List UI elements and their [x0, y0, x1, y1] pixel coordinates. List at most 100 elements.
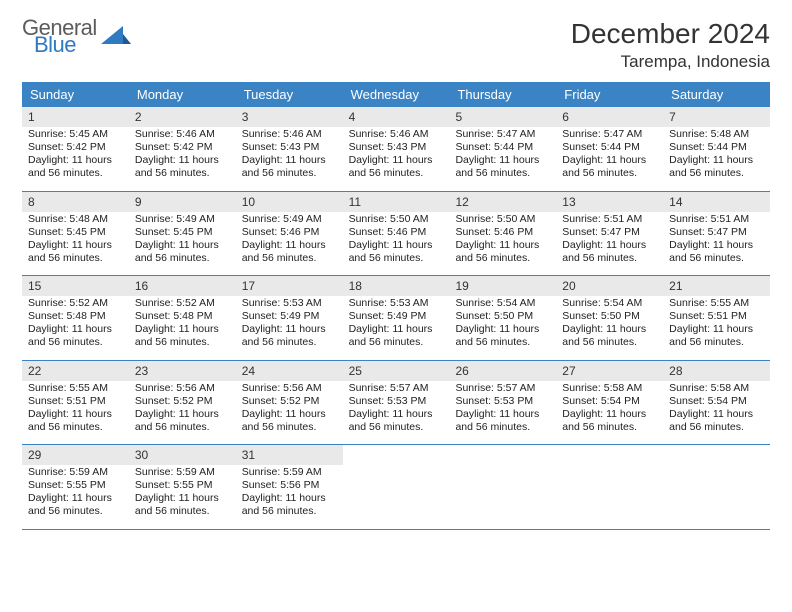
day-line-d2: and 56 minutes. — [669, 336, 764, 349]
day-cell: 3Sunrise: 5:46 AMSunset: 5:43 PMDaylight… — [236, 107, 343, 191]
day-line-ss: Sunset: 5:42 PM — [135, 141, 230, 154]
day-body: Sunrise: 5:48 AMSunset: 5:45 PMDaylight:… — [22, 212, 129, 276]
day-line-d1: Daylight: 11 hours — [28, 239, 123, 252]
day-body: Sunrise: 5:56 AMSunset: 5:52 PMDaylight:… — [129, 381, 236, 445]
day-line-ss: Sunset: 5:49 PM — [349, 310, 444, 323]
day-line-d1: Daylight: 11 hours — [242, 323, 337, 336]
day-line-ss: Sunset: 5:55 PM — [28, 479, 123, 492]
calendar-header-cell: Saturday — [663, 82, 770, 107]
day-line-sr: Sunrise: 5:46 AM — [242, 128, 337, 141]
day-line-sr: Sunrise: 5:56 AM — [135, 382, 230, 395]
day-line-ss: Sunset: 5:50 PM — [562, 310, 657, 323]
day-line-ss: Sunset: 5:44 PM — [562, 141, 657, 154]
day-cell: 12Sunrise: 5:50 AMSunset: 5:46 PMDayligh… — [449, 192, 556, 276]
day-line-ss: Sunset: 5:44 PM — [669, 141, 764, 154]
day-line-ss: Sunset: 5:51 PM — [28, 395, 123, 408]
day-line-ss: Sunset: 5:51 PM — [669, 310, 764, 323]
calendar-week-row: 1Sunrise: 5:45 AM Sunset: 5:42 PM Daylight… — [22, 107, 770, 192]
day-line-ss: Sunset: 5:53 PM — [349, 395, 444, 408]
day-line-sr: Sunrise: 5:51 AM — [669, 213, 764, 226]
day-line-sr: Sunrise: 5:59 AM — [135, 466, 230, 479]
day-line-d1: Daylight: 11 hours — [455, 154, 550, 167]
logo-text: General Blue — [22, 18, 97, 55]
day-line-sr: Sunrise: 5:53 AM — [349, 297, 444, 310]
day-number: 6 — [556, 107, 663, 127]
day-line-ss: Sunset: 5:45 PM — [135, 226, 230, 239]
day-line-d1: Daylight: 11 hours — [349, 154, 444, 167]
day-line-d1: Daylight: 11 hours — [349, 323, 444, 336]
day-number: 30 — [129, 445, 236, 465]
day-number: 12 — [449, 192, 556, 212]
day-cell: 6Sunrise: 5:47 AMSunset: 5:44 PMDaylight… — [556, 107, 663, 191]
calendar-header-cell: Friday — [556, 82, 663, 107]
day-line-d1: Daylight: 11 hours — [28, 323, 123, 336]
day-body: Sunrise: 5:47 AMSunset: 5:44 PMDaylight:… — [556, 127, 663, 191]
day-line-sr: Sunrise: 5:45 AM — [28, 128, 123, 141]
day-line-ss: Sunset: 5:47 PM — [562, 226, 657, 239]
day-line-sr: Sunrise: 5:55 AM — [669, 297, 764, 310]
day-body: Sunrise: 5:46 AMSunset: 5:43 PMDaylight:… — [236, 127, 343, 191]
day-line-d1: Daylight: 11 hours — [562, 408, 657, 421]
day-cell: 8Sunrise: 5:48 AMSunset: 5:45 PMDaylight… — [22, 192, 129, 276]
empty-day-cell — [449, 445, 556, 529]
day-body: Sunrise: 5:53 AMSunset: 5:49 PMDaylight:… — [343, 296, 450, 360]
day-body: Sunrise: 5:49 AMSunset: 5:45 PMDaylight:… — [129, 212, 236, 276]
day-line-d1: Daylight: 11 hours — [669, 154, 764, 167]
day-body: Sunrise: 5:47 AMSunset: 5:44 PMDaylight:… — [449, 127, 556, 191]
day-line-sr: Sunrise: 5:47 AM — [455, 128, 550, 141]
day-line-d1: Daylight: 11 hours — [135, 408, 230, 421]
day-number: 4 — [343, 107, 450, 127]
day-line-sr: Sunrise: 5:51 AM — [562, 213, 657, 226]
day-line-d2: and 56 minutes. — [349, 167, 444, 180]
day-line-d2: and 56 minutes. — [28, 252, 123, 265]
day-body: Sunrise: 5:55 AMSunset: 5:51 PMDaylight:… — [22, 381, 129, 445]
day-number: 31 — [236, 445, 343, 465]
calendar-week-row: 8Sunrise: 5:48 AMSunset: 5:45 PMDaylight… — [22, 192, 770, 277]
day-line-sr: Sunrise: 5:48 AM — [669, 128, 764, 141]
day-line-d2: and 56 minutes. — [349, 421, 444, 434]
day-cell: 29Sunrise: 5:59 AMSunset: 5:55 PMDayligh… — [22, 445, 129, 529]
day-number: 1 — [22, 107, 129, 127]
day-line-d1: Daylight: 11 hours — [455, 239, 550, 252]
day-line-d1: Daylight: 11 hours — [135, 239, 230, 252]
day-line-d1: Daylight: 11 hours — [455, 323, 550, 336]
day-body: Sunrise: 5:51 AMSunset: 5:47 PMDaylight:… — [663, 212, 770, 276]
day-cell: 13Sunrise: 5:51 AMSunset: 5:47 PMDayligh… — [556, 192, 663, 276]
day-cell: 5Sunrise: 5:47 AMSunset: 5:44 PMDaylight… — [449, 107, 556, 191]
calendar-header-cell: Thursday — [449, 82, 556, 107]
day-line-sr: Sunrise: 5:54 AM — [455, 297, 550, 310]
day-number: 29 — [22, 445, 129, 465]
day-cell: 15Sunrise: 5:52 AMSunset: 5:48 PMDayligh… — [22, 276, 129, 360]
day-line-d2: and 56 minutes. — [135, 336, 230, 349]
month-title: December 2024 — [571, 18, 770, 50]
day-line-sr: Sunrise: 5:54 AM — [562, 297, 657, 310]
day-line-ss: Sunset: 5:45 PM — [28, 226, 123, 239]
day-cell: 1Sunrise: 5:45 AMSunset: 5:42 PMDaylight… — [22, 107, 129, 191]
day-line-d2: and 56 minutes. — [455, 167, 550, 180]
day-line-ss: Sunset: 5:46 PM — [242, 226, 337, 239]
day-line-d2: and 56 minutes. — [455, 421, 550, 434]
day-number: 8 — [22, 192, 129, 212]
day-line-sr: Sunrise: 5:46 AM — [135, 128, 230, 141]
day-line-sr: Sunrise: 5:57 AM — [349, 382, 444, 395]
day-body: Sunrise: 5:57 AMSunset: 5:53 PMDaylight:… — [449, 381, 556, 445]
day-body: Sunrise: 5:57 AMSunset: 5:53 PMDaylight:… — [343, 381, 450, 445]
title-block: December 2024 Tarempa, Indonesia — [571, 18, 770, 72]
day-line-d1: Daylight: 11 hours — [242, 154, 337, 167]
day-number: 26 — [449, 361, 556, 381]
day-number: 7 — [663, 107, 770, 127]
day-line-sr: Sunrise: 5:57 AM — [455, 382, 550, 395]
day-line-ss: Sunset: 5:54 PM — [669, 395, 764, 408]
day-line-ss: Sunset: 5:46 PM — [455, 226, 550, 239]
calendar-header-cell: Tuesday — [236, 82, 343, 107]
day-body: Sunrise: 5:49 AMSunset: 5:46 PMDaylight:… — [236, 212, 343, 276]
top-bar: General Blue December 2024 Tarempa, Indo… — [22, 18, 770, 72]
day-cell: 10Sunrise: 5:49 AMSunset: 5:46 PMDayligh… — [236, 192, 343, 276]
day-line-d1: Daylight: 11 hours — [28, 408, 123, 421]
day-line-d2: and 56 minutes. — [455, 336, 550, 349]
day-line-sr: Sunrise: 5:46 AM — [349, 128, 444, 141]
day-line-ss: Sunset: 5:43 PM — [349, 141, 444, 154]
day-cell: 28Sunrise: 5:58 AMSunset: 5:54 PMDayligh… — [663, 361, 770, 445]
day-cell: 23Sunrise: 5:56 AMSunset: 5:52 PMDayligh… — [129, 361, 236, 445]
day-body: Sunrise: 5:52 AMSunset: 5:48 PMDaylight:… — [22, 296, 129, 360]
